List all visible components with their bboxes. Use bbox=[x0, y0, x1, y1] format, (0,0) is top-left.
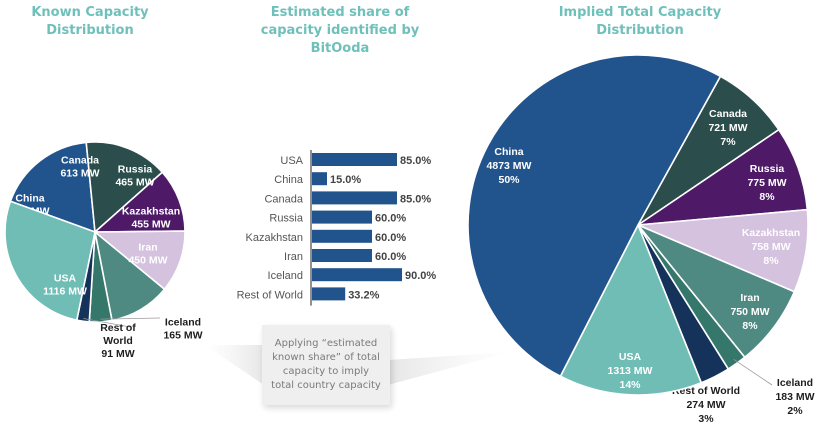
leader-line-rest-of-world bbox=[83, 318, 131, 328]
pie-label-russia: Russia 465 MW bbox=[115, 164, 154, 189]
right-title-line-1: Implied Total Capacity bbox=[558, 5, 722, 20]
pie-label-canada: Canada 721 MW 7% bbox=[708, 108, 747, 148]
pie-label-china: China 4873 MW 50% bbox=[487, 146, 532, 186]
pie-label-iran: Iran 450 MW bbox=[128, 242, 167, 267]
pie-slice-china bbox=[467, 54, 722, 378]
bar-russia bbox=[312, 210, 372, 224]
callout-text: Applying “estimated known share” of tota… bbox=[271, 338, 381, 391]
pie-label-iceland: Iceland 165 MW bbox=[163, 317, 202, 342]
bar-category-label: Iceland bbox=[268, 270, 303, 282]
middle-title-line-1: Estimated share of bbox=[270, 5, 410, 20]
bar-category-label: Iran bbox=[284, 251, 303, 263]
pie-label-usa: USA 1116 MW bbox=[43, 273, 87, 298]
pie-label-russia: Russia 775 MW 8% bbox=[747, 163, 786, 203]
middle-chart-title: Estimated share of capacity identified b… bbox=[240, 4, 440, 58]
pie-label-rest-of-world: Rest of World 91 MW bbox=[100, 322, 136, 360]
callout-arrow-right bbox=[388, 352, 510, 385]
pie-slice-russia bbox=[92, 171, 186, 233]
bar-category-label: Rest of World bbox=[237, 289, 303, 301]
pie-label-canada: Canada 613 MW bbox=[60, 155, 99, 180]
pie-slice-usa bbox=[559, 223, 703, 396]
bar-canada bbox=[312, 191, 397, 205]
pie-slice-china bbox=[9, 141, 96, 234]
bar-value-label: 60.0% bbox=[375, 251, 406, 263]
bar-category-label: USA bbox=[280, 155, 303, 167]
bar-value-label: 60.0% bbox=[375, 213, 406, 225]
middle-title-line-2: capacity identified by bbox=[260, 23, 420, 38]
leader-line-iceland bbox=[733, 358, 773, 386]
left-title-line-2: Distribution bbox=[46, 23, 134, 38]
pie-label-kazakhstan: Kazakhstan 455 MW bbox=[122, 206, 180, 231]
leader-line-iceland bbox=[100, 317, 161, 320]
left-chart-title: Known Capacity Distribution bbox=[10, 4, 170, 40]
callout-box: Applying “estimated known share” of tota… bbox=[262, 325, 390, 405]
pie-label-kazakhstan: Kazakhstan 758 MW 8% bbox=[742, 227, 800, 267]
bar-value-label: 85.0% bbox=[400, 155, 431, 167]
pie-label-usa: USA 1313 MW 14% bbox=[608, 351, 653, 391]
left-title-line-1: Known Capacity bbox=[31, 5, 149, 20]
bar-value-label: 85.0% bbox=[400, 193, 431, 205]
bar-value-label: 60.0% bbox=[375, 232, 406, 244]
bar-iceland bbox=[312, 268, 402, 282]
pie-label-iceland: Iceland 183 MW 2% bbox=[775, 377, 814, 417]
bar-category-label: Canada bbox=[264, 193, 303, 205]
pie-label-iran: Iran 750 MW 8% bbox=[730, 292, 769, 332]
bar-value-label: 15.0% bbox=[330, 174, 361, 186]
bar-iran bbox=[312, 249, 372, 262]
pie-label-rest-of-world: Rest of World 274 MW 3% bbox=[672, 385, 740, 425]
bar-rest-of-world bbox=[312, 287, 346, 301]
pie-slice-canada bbox=[85, 141, 164, 234]
pie-slice-usa bbox=[4, 200, 96, 322]
bar-china bbox=[312, 172, 327, 186]
bar-value-label: 33.2% bbox=[348, 289, 379, 301]
right-chart-title: Implied Total Capacity Distribution bbox=[540, 4, 740, 40]
bar-category-label: Kazakhstan bbox=[246, 232, 303, 244]
bar-kazakhstan bbox=[312, 229, 372, 243]
right-title-line-2: Distribution bbox=[596, 23, 684, 38]
bar-value-label: 90.0% bbox=[405, 270, 436, 282]
middle-title-line-3: BitOoda bbox=[310, 41, 370, 56]
bar-category-label: China bbox=[274, 174, 304, 186]
bar-usa bbox=[312, 153, 397, 166]
bar-category-label: Russia bbox=[269, 213, 304, 225]
callout-arrow-left bbox=[205, 345, 264, 385]
